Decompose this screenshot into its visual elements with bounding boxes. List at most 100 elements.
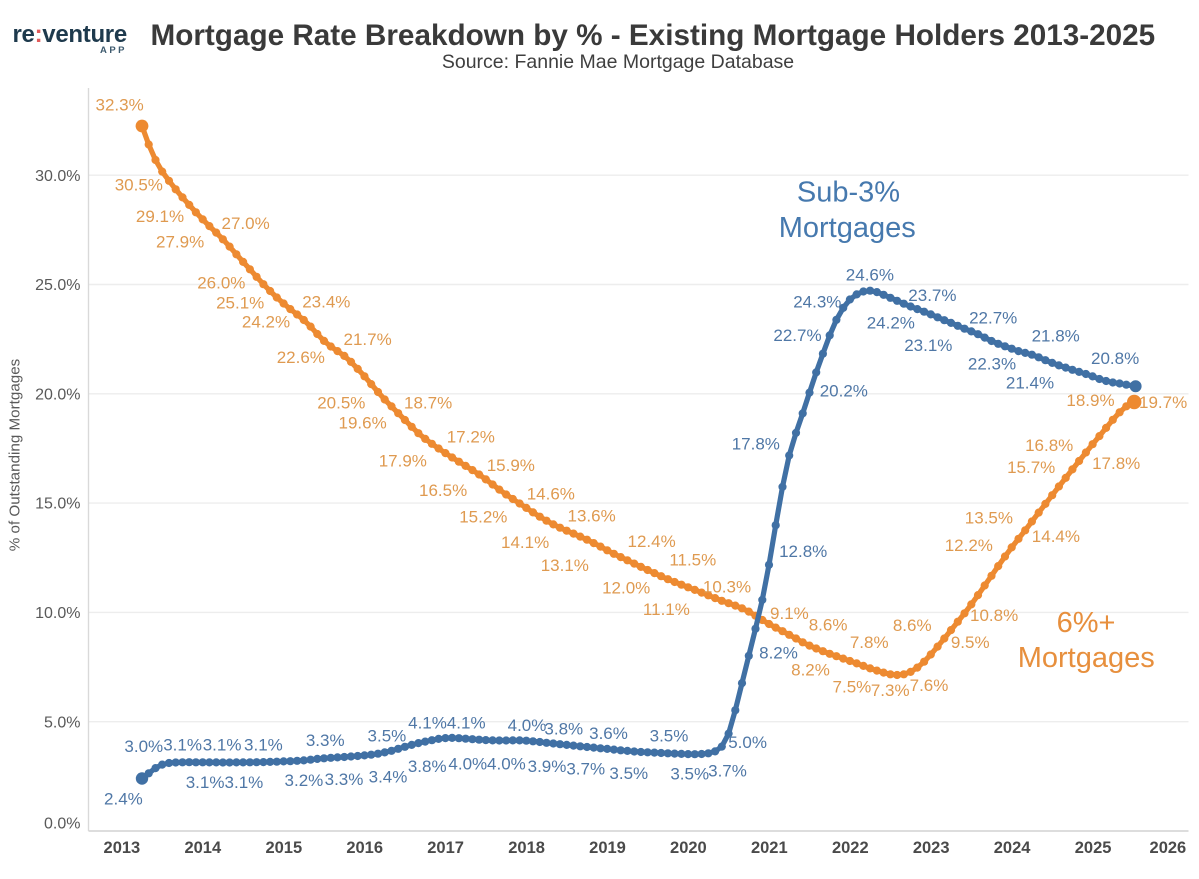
svg-text:24.3%: 24.3% xyxy=(793,292,841,311)
svg-text:2020: 2020 xyxy=(670,839,707,857)
svg-text:2023: 2023 xyxy=(913,839,950,857)
svg-text:20.8%: 20.8% xyxy=(1091,349,1139,368)
svg-text:9.5%: 9.5% xyxy=(951,633,990,652)
svg-text:11.1%: 11.1% xyxy=(643,600,690,619)
svg-text:3.3%: 3.3% xyxy=(306,731,345,750)
svg-text:2.4%: 2.4% xyxy=(104,789,143,808)
svg-text:7.8%: 7.8% xyxy=(850,633,889,652)
svg-text:APP: APP xyxy=(100,45,127,56)
svg-text:3.5%: 3.5% xyxy=(368,726,407,745)
svg-text:14.4%: 14.4% xyxy=(1032,527,1080,546)
svg-text:2013: 2013 xyxy=(104,839,141,857)
svg-text:8.6%: 8.6% xyxy=(893,616,932,635)
svg-text:5.0%: 5.0% xyxy=(44,714,80,731)
svg-text:13.6%: 13.6% xyxy=(567,507,615,526)
svg-text:Mortgages: Mortgages xyxy=(779,212,916,244)
svg-text:Sub-3%: Sub-3% xyxy=(797,177,900,209)
svg-text:8.2%: 8.2% xyxy=(791,660,830,679)
svg-text:2016: 2016 xyxy=(346,839,383,857)
svg-text:2018: 2018 xyxy=(508,839,545,857)
svg-text:2026: 2026 xyxy=(1150,839,1187,857)
svg-text:3.1%: 3.1% xyxy=(244,736,283,755)
svg-text:3.2%: 3.2% xyxy=(285,771,324,790)
svg-text:19.7%: 19.7% xyxy=(1139,393,1187,412)
svg-text:17.2%: 17.2% xyxy=(447,428,495,447)
svg-text:12.8%: 12.8% xyxy=(779,542,827,561)
svg-text:14.1%: 14.1% xyxy=(501,533,549,552)
svg-text:22.7%: 22.7% xyxy=(773,326,821,345)
svg-text:4.1%: 4.1% xyxy=(447,714,486,733)
svg-text:27.0%: 27.0% xyxy=(221,214,269,233)
svg-text:24.2%: 24.2% xyxy=(242,312,290,331)
svg-text:27.9%: 27.9% xyxy=(156,232,204,251)
svg-text:18.7%: 18.7% xyxy=(404,394,452,413)
svg-text:25.1%: 25.1% xyxy=(216,294,264,313)
svg-text:17.9%: 17.9% xyxy=(379,452,427,471)
svg-text:12.0%: 12.0% xyxy=(602,579,650,598)
svg-text:Mortgages: Mortgages xyxy=(1018,642,1155,674)
svg-text:20.2%: 20.2% xyxy=(820,381,868,400)
svg-text:3.4%: 3.4% xyxy=(369,767,408,786)
svg-text:16.8%: 16.8% xyxy=(1025,436,1073,455)
svg-text:3.1%: 3.1% xyxy=(203,736,242,755)
svg-text:Mortgage Rate Breakdown by % -: Mortgage Rate Breakdown by % - Existing … xyxy=(151,19,1156,52)
svg-text:7.5%: 7.5% xyxy=(833,678,872,697)
svg-text:Source: Fannie Mae Mortgage Da: Source: Fannie Mae Mortgage Database xyxy=(442,51,794,73)
svg-text:11.5%: 11.5% xyxy=(669,551,716,570)
svg-text:22.3%: 22.3% xyxy=(968,355,1016,374)
svg-text:30.5%: 30.5% xyxy=(115,176,163,195)
svg-text:2015: 2015 xyxy=(265,839,302,857)
svg-text:4.0%: 4.0% xyxy=(508,716,547,735)
svg-text:7.3%: 7.3% xyxy=(871,681,910,700)
svg-text:21.7%: 21.7% xyxy=(343,330,391,349)
svg-text:23.4%: 23.4% xyxy=(302,292,350,311)
svg-text:29.1%: 29.1% xyxy=(136,207,184,226)
svg-text:12.4%: 12.4% xyxy=(627,532,675,551)
svg-text:8.2%: 8.2% xyxy=(759,644,798,663)
svg-text:7.6%: 7.6% xyxy=(910,676,949,695)
svg-text:3.1%: 3.1% xyxy=(163,736,202,755)
svg-text:3.8%: 3.8% xyxy=(544,720,583,739)
svg-text:22.7%: 22.7% xyxy=(969,308,1017,327)
svg-text:15.0%: 15.0% xyxy=(35,496,80,513)
svg-text:12.2%: 12.2% xyxy=(945,536,993,555)
svg-text:3.5%: 3.5% xyxy=(670,764,709,783)
svg-text:re:venture: re:venture xyxy=(13,21,127,48)
svg-text:23.1%: 23.1% xyxy=(904,336,952,355)
svg-text:2024: 2024 xyxy=(994,839,1032,857)
svg-text:16.5%: 16.5% xyxy=(419,481,467,500)
svg-text:15.2%: 15.2% xyxy=(459,508,507,527)
svg-text:3.1%: 3.1% xyxy=(186,773,225,792)
svg-text:32.3%: 32.3% xyxy=(95,95,143,114)
svg-text:3.1%: 3.1% xyxy=(225,773,264,792)
svg-text:10.3%: 10.3% xyxy=(703,577,751,596)
svg-text:25.0%: 25.0% xyxy=(35,277,80,294)
svg-text:14.6%: 14.6% xyxy=(527,484,575,503)
svg-text:24.6%: 24.6% xyxy=(846,266,894,285)
svg-text:17.8%: 17.8% xyxy=(1092,454,1140,473)
svg-text:6%+: 6%+ xyxy=(1057,607,1116,639)
svg-text:13.5%: 13.5% xyxy=(965,508,1013,527)
svg-text:17.8%: 17.8% xyxy=(732,435,780,454)
svg-text:18.9%: 18.9% xyxy=(1066,391,1114,410)
svg-text:3.0%: 3.0% xyxy=(124,737,163,756)
svg-text:9.1%: 9.1% xyxy=(770,604,809,623)
svg-text:% of Outstanding Mortgages: % of Outstanding Mortgages xyxy=(6,358,23,551)
svg-text:8.6%: 8.6% xyxy=(809,615,848,634)
svg-text:26.0%: 26.0% xyxy=(197,274,245,293)
svg-text:13.1%: 13.1% xyxy=(541,556,589,575)
svg-text:15.9%: 15.9% xyxy=(487,456,535,475)
svg-text:19.6%: 19.6% xyxy=(338,414,386,433)
svg-text:20.5%: 20.5% xyxy=(317,394,365,413)
svg-text:10.8%: 10.8% xyxy=(970,606,1018,625)
svg-text:3.8%: 3.8% xyxy=(408,757,447,776)
svg-text:3.7%: 3.7% xyxy=(708,762,747,781)
svg-text:3.6%: 3.6% xyxy=(589,724,628,743)
svg-text:3.3%: 3.3% xyxy=(325,770,364,789)
svg-text:2014: 2014 xyxy=(184,839,222,857)
svg-text:4.0%: 4.0% xyxy=(448,755,487,774)
svg-text:0.0%: 0.0% xyxy=(44,815,80,832)
svg-text:10.0%: 10.0% xyxy=(35,605,80,622)
svg-text:15.7%: 15.7% xyxy=(1007,458,1055,477)
svg-text:24.2%: 24.2% xyxy=(867,314,915,333)
